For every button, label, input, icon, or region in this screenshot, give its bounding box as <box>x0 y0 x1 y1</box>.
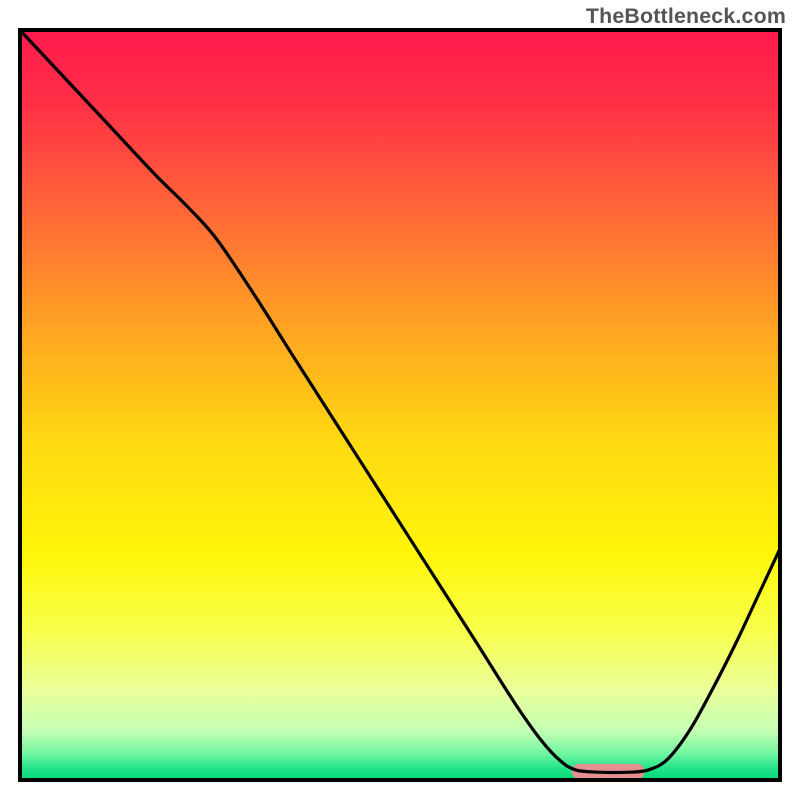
watermark-text: TheBottleneck.com <box>586 4 786 29</box>
chart-root: TheBottleneck.com <box>0 0 800 800</box>
bottleneck-curve-chart <box>18 28 782 782</box>
watermark-label: TheBottleneck.com <box>586 4 786 28</box>
gradient-background <box>20 30 780 780</box>
plot-svg <box>18 28 782 782</box>
